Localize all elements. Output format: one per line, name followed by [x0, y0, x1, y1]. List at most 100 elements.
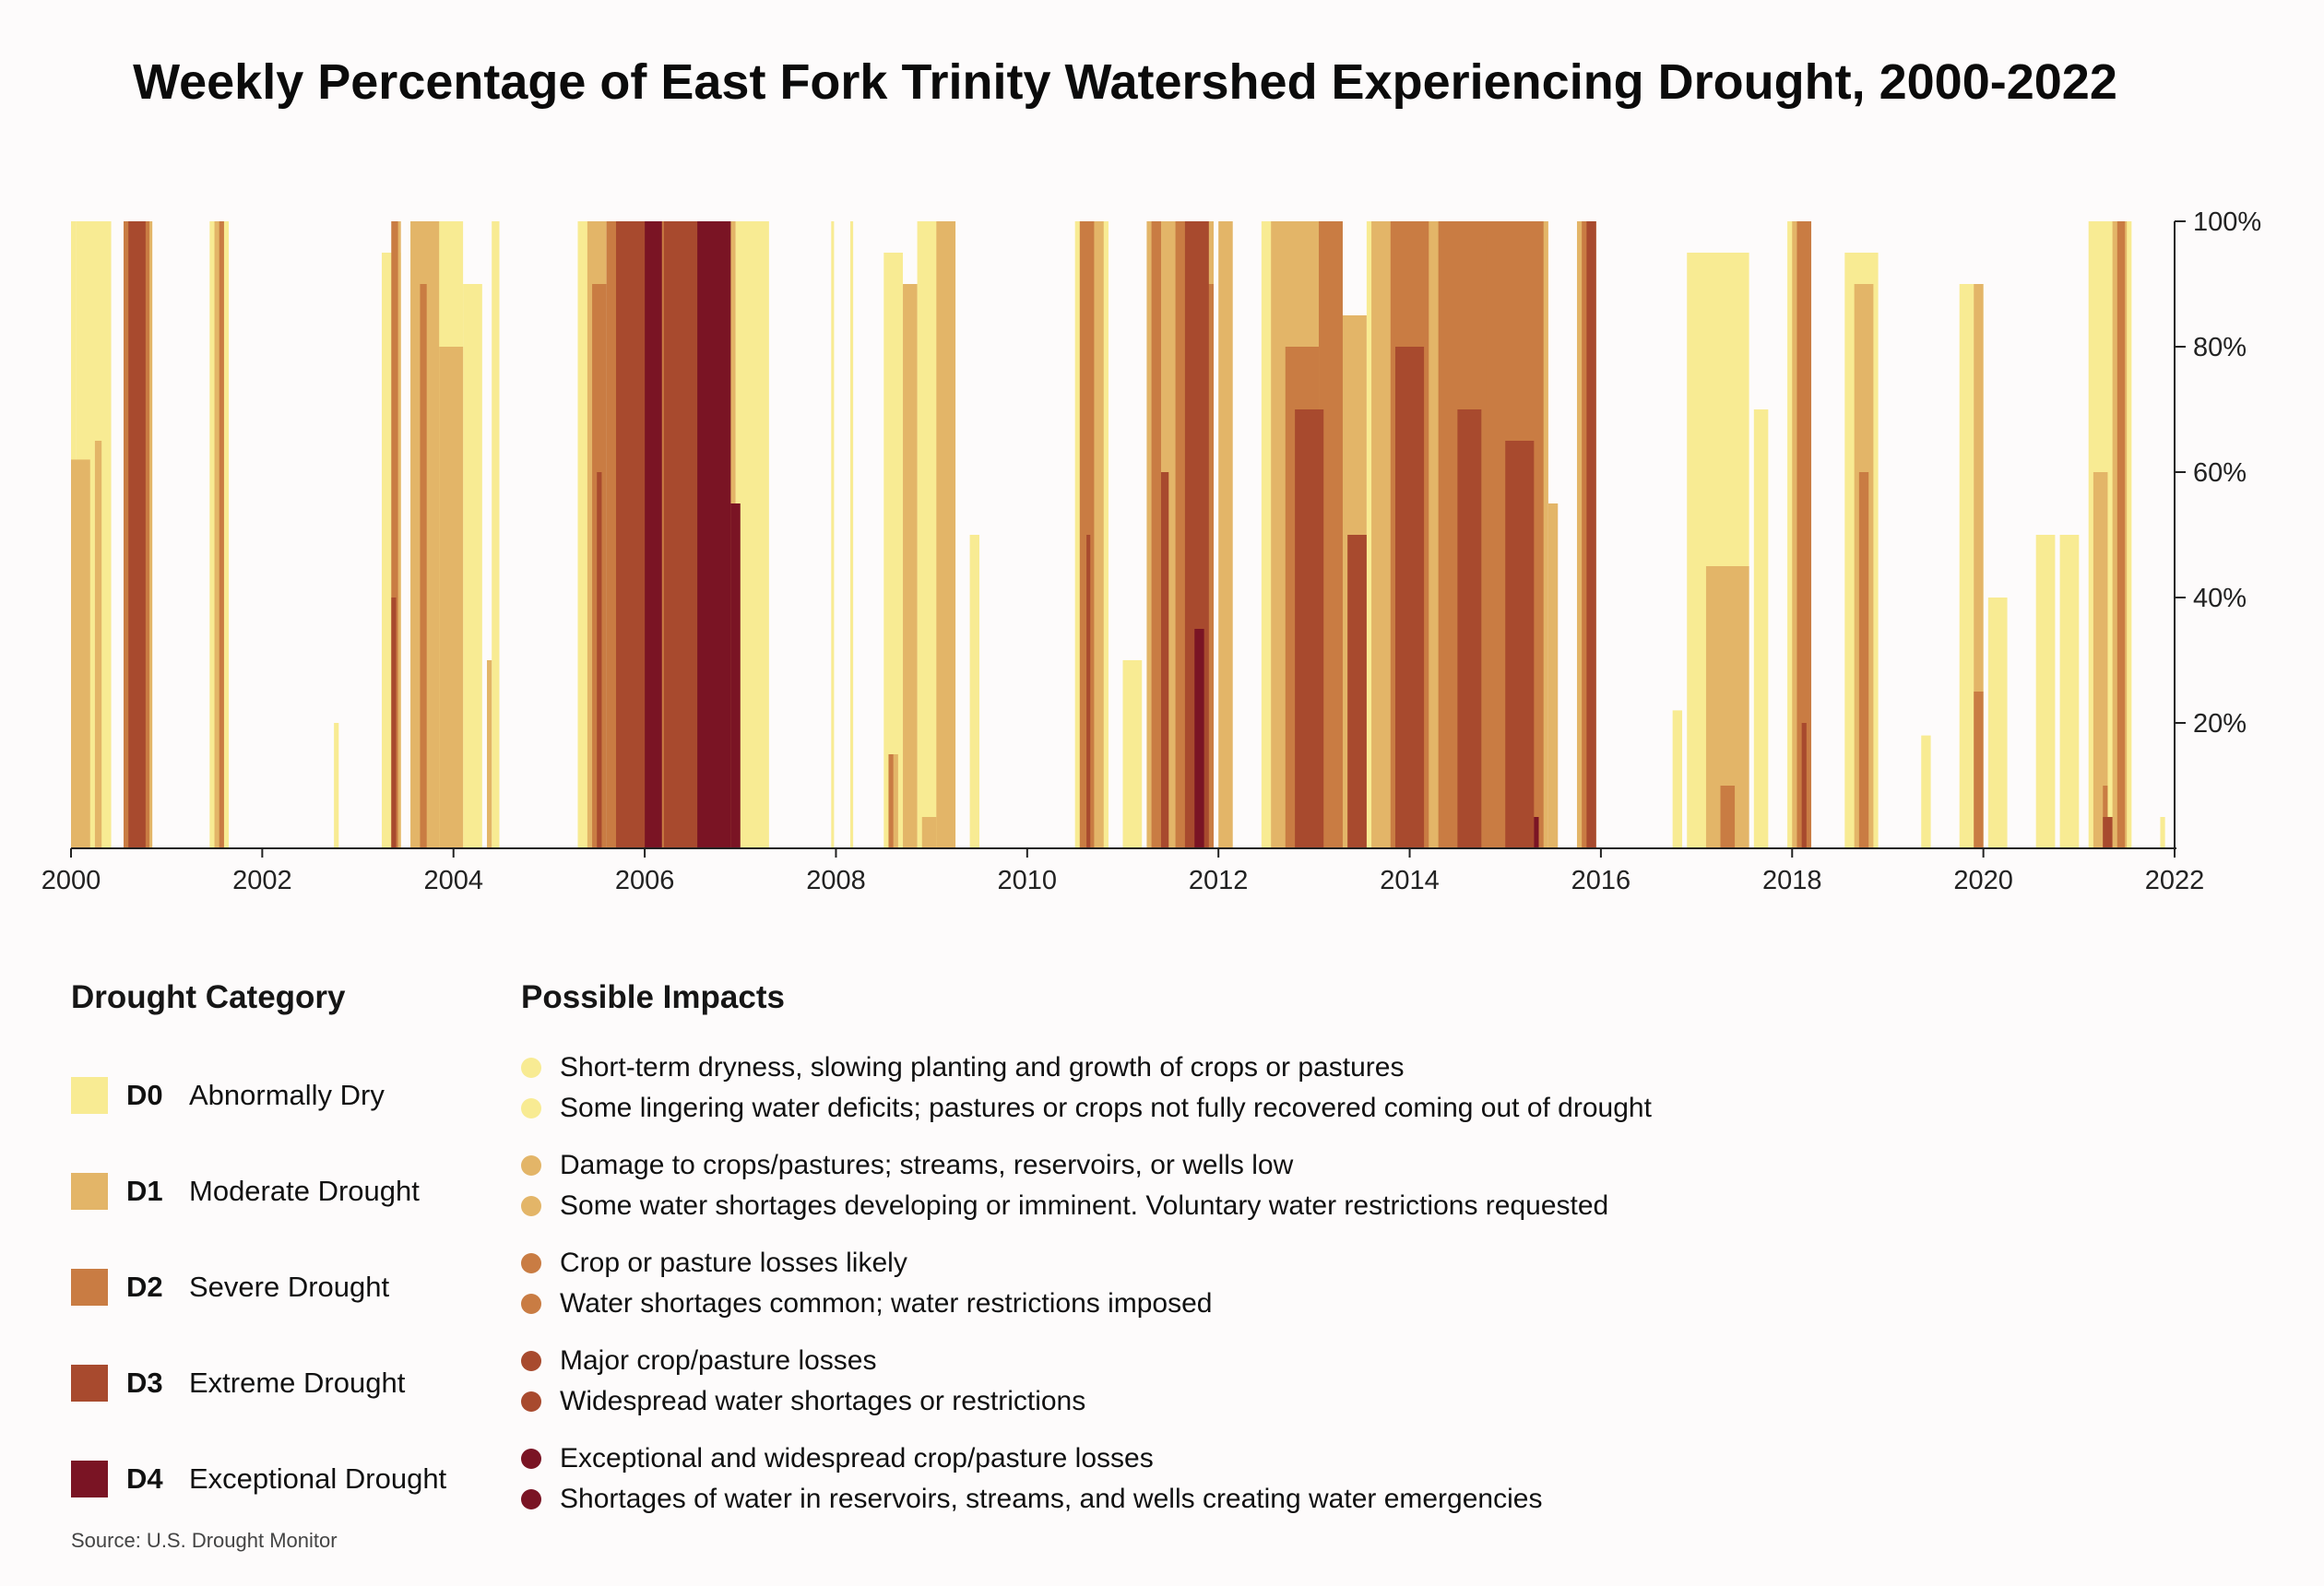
- bar-d0-21: [1672, 710, 1683, 848]
- bar-d1-27: [1974, 284, 1984, 848]
- x-tick-label-2008: 2008: [806, 866, 866, 895]
- bar-d2-8: [1151, 221, 1161, 848]
- bar-d2-20: [1974, 692, 1984, 848]
- impact-bullet-icon: [521, 1058, 541, 1078]
- legend-code: D0: [126, 1079, 163, 1111]
- x-tick-label-2014: 2014: [1380, 866, 1440, 895]
- legend-swatch: [71, 1269, 108, 1306]
- x-tick-label-2000: 2000: [42, 866, 101, 895]
- bar-d0-30: [2059, 535, 2080, 848]
- bar-d3-0: [128, 221, 146, 848]
- legend-code: D3: [126, 1367, 163, 1399]
- bar-d2-2: [391, 221, 398, 848]
- bar-d1-28: [2093, 472, 2108, 848]
- impact-bullet-icon: [521, 1489, 541, 1509]
- bar-d2-22: [2116, 221, 2126, 848]
- impact-bullet-icon: [521, 1351, 541, 1371]
- impact-group: Exceptional and widespread crop/pasture …: [521, 1438, 1652, 1520]
- y-tick-label-20%: 20%: [2193, 709, 2247, 739]
- bar-d0-12: [850, 221, 854, 848]
- bar-d2-17: [1720, 786, 1736, 848]
- impact-group: Crop or pasture losses likely Water short…: [521, 1243, 1652, 1324]
- bar-d1-17: [1218, 221, 1233, 848]
- legend-item-d1: D1 Moderate Drought: [71, 1143, 446, 1239]
- impact-bullet-icon: [521, 1253, 541, 1273]
- legend-label: Extreme Drought: [189, 1367, 406, 1399]
- x-tick-label-2012: 2012: [1189, 866, 1249, 895]
- bar-d2-19: [1858, 472, 1869, 848]
- bar-d1-13: [936, 221, 956, 848]
- impact-item: Crop or pasture losses likely: [521, 1243, 1652, 1284]
- legend-item-d0: D0 Abnormally Dry: [71, 1047, 446, 1143]
- impact-bullet-icon: [521, 1391, 541, 1412]
- impact-text: Widespread water shortages or restrictio…: [560, 1386, 1086, 1416]
- bar-d3-8: [1295, 409, 1324, 848]
- y-tick-label-40%: 40%: [2193, 584, 2247, 613]
- x-tick-label-2006: 2006: [615, 866, 675, 895]
- bar-d3-10: [1394, 347, 1425, 848]
- legend-code: D4: [126, 1462, 163, 1495]
- bar-d0-11: [831, 221, 835, 848]
- impact-bullet-icon: [521, 1155, 541, 1176]
- impact-text: Exceptional and widespread crop/pasture …: [560, 1443, 1154, 1474]
- legend-swatch: [71, 1365, 108, 1402]
- impact-bullet-icon: [521, 1294, 541, 1314]
- bar-d0-13: [883, 253, 904, 848]
- bar-d0-26: [1921, 735, 1931, 848]
- legend-label: Severe Drought: [189, 1271, 390, 1303]
- bar-d4-3: [1194, 629, 1204, 848]
- impact-item: Water shortages common; water restrictio…: [521, 1284, 1652, 1324]
- bar-d0-32: [2160, 817, 2165, 848]
- legend-item-d3: D3 Extreme Drought: [71, 1335, 446, 1431]
- possible-impacts-legend: Possible Impacts Short-term dryness, slo…: [521, 979, 1652, 1536]
- legend-label: Moderate Drought: [189, 1175, 420, 1207]
- impact-item: Damage to crops/pastures; streams, reser…: [521, 1145, 1652, 1186]
- bar-d0-28: [1987, 598, 2008, 848]
- drought-chart: 2000 2002 2004 2006 2008 2010 2012 2014 2016 2018…: [42, 207, 2261, 895]
- impact-group: Short-term dryness, slowing planting and…: [521, 1047, 1652, 1129]
- impact-text: Some water shortages developing or immin…: [560, 1190, 1609, 1221]
- legend-label: Exceptional Drought: [189, 1462, 447, 1495]
- bar-d0-4: [334, 723, 339, 848]
- bar-d4-1: [697, 221, 731, 848]
- legend-item-d2: D2 Severe Drought: [71, 1239, 446, 1335]
- bar-d3-6: [1160, 472, 1169, 848]
- x-tick-label-2020: 2020: [1953, 866, 2013, 895]
- bar-d1-12: [921, 817, 937, 848]
- impact-group: Major crop/pasture losses Widespread wate…: [521, 1341, 1652, 1422]
- bar-d3-15: [2103, 817, 2113, 848]
- impact-text: Crop or pasture losses likely: [560, 1248, 907, 1278]
- bar-d1-0: [71, 459, 90, 848]
- bar-d3-1: [391, 598, 397, 848]
- impact-item: Some water shortages developing or immin…: [521, 1186, 1652, 1226]
- bar-d3-9: [1347, 535, 1367, 848]
- bar-d2-3: [420, 284, 427, 848]
- impact-item: Some lingering water deficits; pastures …: [521, 1088, 1652, 1129]
- x-tick-label-2018: 2018: [1762, 866, 1822, 895]
- chart-title: Weekly Percentage of East Fork Trinity W…: [133, 54, 2117, 110]
- x-tick-label-2010: 2010: [998, 866, 1058, 895]
- impact-text: Some lingering water deficits; pastures …: [560, 1093, 1652, 1123]
- drought-category-legend: Drought Category D0 Abnormally Dry D1 Moder…: [71, 979, 446, 1527]
- bar-d4-4: [1534, 817, 1539, 848]
- bar-d4-2: [730, 503, 741, 848]
- bar-d0-23: [1753, 409, 1769, 848]
- drought-bars: [71, 221, 2165, 848]
- bar-d0-7: [463, 284, 482, 848]
- bar-d3-5: [1086, 535, 1091, 848]
- impact-text: Damage to crops/pastures; streams, reser…: [560, 1150, 1294, 1180]
- bar-d1-6: [439, 347, 464, 848]
- bar-d3-13: [1586, 221, 1596, 848]
- legend-swatch: [71, 1077, 108, 1114]
- impact-item: Shortages of water in reservoirs, stream…: [521, 1479, 1652, 1520]
- bar-d2-18: [1796, 221, 1812, 848]
- impact-text: Shortages of water in reservoirs, stream…: [560, 1484, 1543, 1514]
- y-tick-label-60%: 60%: [2193, 458, 2247, 488]
- x-tick-label-2004: 2004: [423, 866, 483, 895]
- bar-d0-8: [492, 221, 500, 848]
- impact-group: Damage to crops/pastures; streams, reser…: [521, 1145, 1652, 1226]
- y-tick-label-100%: 100%: [2193, 207, 2261, 237]
- legend-item-d4: D4 Exceptional Drought: [71, 1431, 446, 1527]
- bar-d3-14: [1801, 723, 1807, 848]
- impact-text: Water shortages common; water restrictio…: [560, 1288, 1213, 1319]
